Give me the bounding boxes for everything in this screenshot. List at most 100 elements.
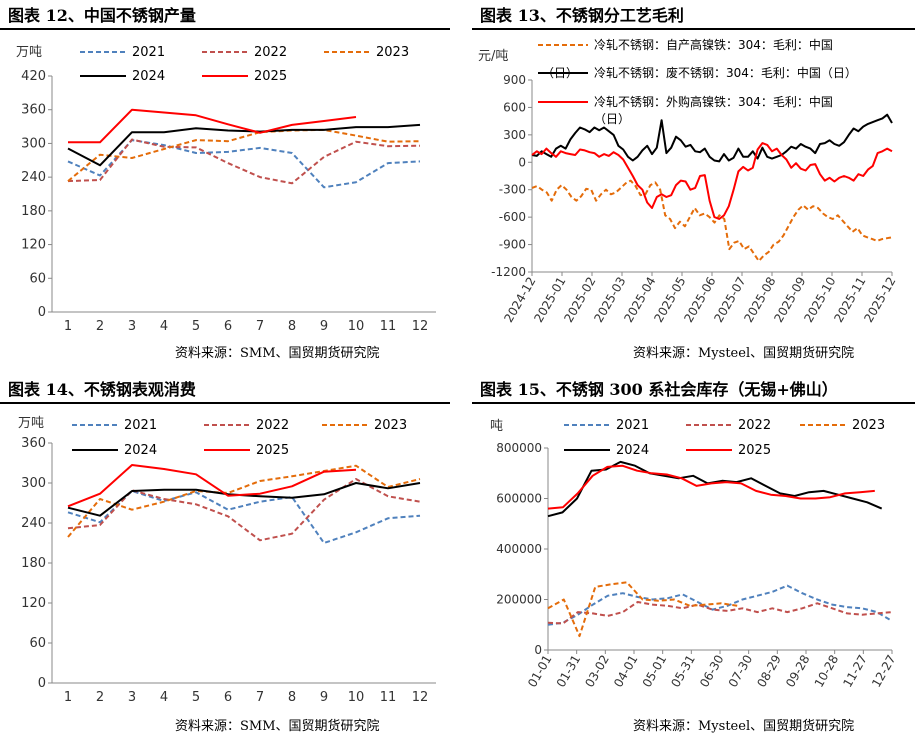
x-tick-label: 01-01	[525, 653, 555, 690]
divider	[472, 28, 915, 30]
series-line-2024	[547, 460, 883, 518]
chart13-title: 图表 13、不锈钢分工艺毛利	[480, 6, 684, 25]
y-axis-label: 万吨	[16, 45, 42, 60]
x-tick-label: 3	[128, 319, 136, 334]
x-tick-label: 12	[412, 319, 429, 334]
x-tick-label: 08-29	[754, 653, 784, 690]
legend-label-line: 冷轧不锈钢：外购高镍铁：304：毛利：中国	[594, 94, 833, 109]
legend-label: 2025	[738, 443, 771, 458]
x-tick-label: 3	[128, 690, 136, 705]
y-tick-label: 360	[21, 436, 46, 451]
y-tick-label: 900	[503, 73, 526, 87]
y-tick-label: 600000	[496, 492, 542, 506]
x-tick-label: 9	[320, 319, 328, 334]
panel-chart15: 图表 15、不锈钢 300 系社会库存（无锡+佛山） 0 200000 400000…	[460, 370, 915, 749]
series-line-2022	[67, 478, 421, 542]
legend-label: 2023	[374, 418, 407, 433]
y-tick-label: -1200	[491, 265, 526, 279]
x-tick-label: 2	[96, 690, 104, 705]
divider	[0, 402, 450, 404]
series-line-冷轧不锈钢：外购高镍铁：304：毛利：中国（日）	[531, 142, 893, 220]
x-tick-label: 9	[320, 690, 328, 705]
x-tick-label: 10-28	[812, 653, 842, 690]
series-line-2023	[67, 128, 421, 182]
y-axis-label: 吨	[490, 419, 503, 434]
series-line-冷轧不锈钢：废不锈钢：304：毛利：中国（日）	[531, 113, 893, 163]
y-tick-label: 0	[38, 305, 46, 320]
y-tick-label: 180	[21, 204, 46, 219]
x-tick-label: 8	[288, 319, 296, 334]
x-tick-label: 6	[224, 319, 232, 334]
x-tick-label: 7	[256, 690, 264, 705]
panel-chart13: 图表 13、不锈钢分工艺毛利 -1200 -900 -600 -300 0 300 600 9…	[460, 0, 915, 370]
y-tick-label: 600	[503, 100, 526, 114]
x-tick-label: 11	[380, 319, 397, 334]
series-line-2023	[547, 581, 738, 638]
x-tick-label: 4	[160, 319, 168, 334]
y-tick-label: 300	[21, 476, 46, 491]
x-tick-label: 7	[256, 319, 264, 334]
chart13-source: 资料来源：Mysteel、国贸期货研究院	[633, 346, 855, 361]
x-tick-label: 09-28	[783, 653, 813, 690]
legend-label: 2021	[124, 418, 157, 433]
x-tick-label: 5	[192, 690, 200, 705]
legend-label: 2025	[256, 443, 289, 458]
x-tick-label: 8	[288, 690, 296, 705]
series-line-冷轧不锈钢：自产高镍铁：304：毛利：中国（日）	[531, 179, 893, 262]
x-tick-label: 1	[64, 319, 72, 334]
x-tick-label: 10	[348, 319, 365, 334]
x-tick-label: 10	[348, 690, 365, 705]
legend-label: 2024	[124, 443, 157, 458]
legend-label: 2023	[376, 45, 409, 60]
legend-label: 2021	[132, 45, 165, 60]
x-tick-label: 2	[96, 319, 104, 334]
series-line-2025	[68, 108, 357, 144]
legend-label: 2023	[852, 418, 885, 433]
y-tick-label: 180	[21, 556, 46, 571]
x-tick-label: 11-27	[840, 653, 870, 690]
y-tick-label: 300	[503, 128, 526, 142]
y-axis-label: 元/吨	[478, 49, 508, 64]
legend-label: 冷轧不锈钢：废不锈钢：304：毛利：中国（日）	[594, 65, 857, 80]
legend-label-line: 冷轧不锈钢：自产高镍铁：304：毛利：中国	[594, 37, 833, 52]
y-tick-label: -300	[499, 183, 526, 197]
series-line-2024	[67, 482, 421, 517]
x-tick-label: 4	[160, 690, 168, 705]
series-line-2024	[67, 123, 421, 167]
x-tick-label: 03-02	[582, 653, 612, 690]
legend-label: 2022	[254, 45, 287, 60]
y-tick-label: 120	[21, 238, 46, 253]
y-tick-label: 0	[38, 676, 46, 691]
chart13-svg: -1200-900-600-3000300600900元/吨2024-12202…	[478, 37, 899, 325]
y-tick-label: 60	[29, 271, 46, 286]
series-line-2025	[547, 464, 875, 510]
chart14-title: 图表 14、不锈钢表观消费	[8, 380, 196, 399]
x-tick-label: 11	[380, 690, 397, 705]
chart15-svg: 0 200000 400000 600000 800000 吨 01-01 01-31 03-0…	[490, 418, 899, 690]
legend-label: 2024	[132, 69, 165, 84]
y-tick-label: 120	[21, 596, 46, 611]
panel-chart14: 图表 14、不锈钢表观消费 0 60 120 180 240 300 360 万吨 1 2 3 4 5 6…	[0, 370, 455, 749]
y-tick-label: 240	[21, 516, 46, 531]
chart12-title: 图表 12、中国不锈钢产量	[8, 6, 196, 25]
y-tick-label: 240	[21, 170, 46, 185]
y-tick-label: 200000	[496, 593, 542, 607]
legend-label: 2022	[738, 418, 771, 433]
y-tick-label: 0	[534, 643, 542, 657]
y-tick-label: 300	[21, 136, 46, 151]
y-tick-label: 60	[29, 636, 46, 651]
series-line-2021	[547, 584, 893, 626]
chart12-source: 资料来源：SMM、国贸期货研究院	[175, 346, 380, 361]
y-tick-label: 0	[518, 155, 526, 169]
series-line-2021	[67, 139, 421, 189]
legend-label: 2022	[256, 418, 289, 433]
x-tick-label: 12	[412, 690, 429, 705]
x-tick-label: 05-01	[640, 653, 670, 690]
y-tick-label: -900	[499, 238, 526, 252]
chart15-title: 图表 15、不锈钢 300 系社会库存（无锡+佛山）	[480, 380, 838, 399]
series-line-2025	[67, 464, 357, 508]
y-tick-label: 800000	[496, 441, 542, 455]
y-axis-label: 万吨	[18, 416, 44, 431]
